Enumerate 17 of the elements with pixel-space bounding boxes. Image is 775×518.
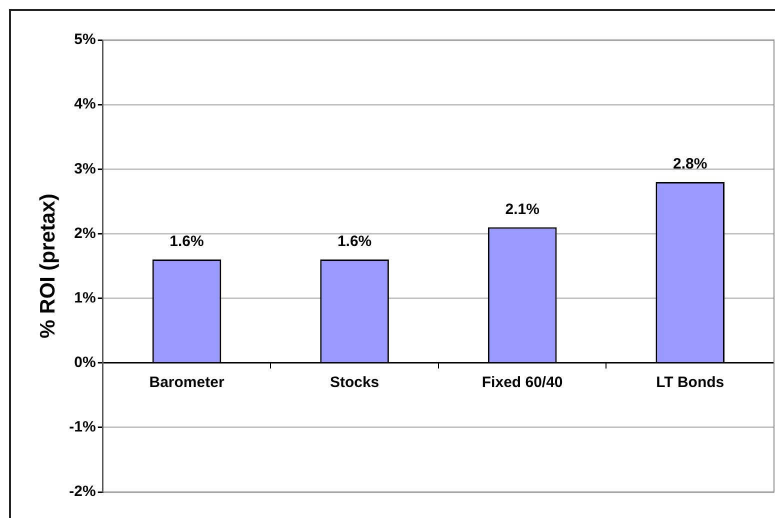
y-tick-label: 2% (74, 224, 96, 242)
data-label: 2.8% (673, 156, 708, 173)
y-tick-label: 4% (74, 96, 96, 113)
x-tick-label: Stocks (330, 374, 380, 391)
data-label: 1.6% (337, 233, 372, 250)
y-tick-label: 0% (74, 354, 96, 371)
x-tick-label: LT Bonds (656, 374, 724, 391)
data-label: 2.1% (505, 200, 540, 218)
x-tick-label: Fixed 60/40 (482, 374, 563, 391)
y-axis-title: % ROI (pretax) (36, 194, 60, 338)
y-tick-label: -1% (69, 418, 96, 436)
y-tick-label: 3% (74, 160, 96, 178)
y-tick-label: -2% (69, 483, 96, 500)
data-label: 1.6% (170, 233, 204, 250)
x-tick-label: Barometer (149, 374, 224, 391)
y-tick-label: 5% (74, 31, 96, 48)
y-tick-label: 1% (74, 289, 96, 306)
